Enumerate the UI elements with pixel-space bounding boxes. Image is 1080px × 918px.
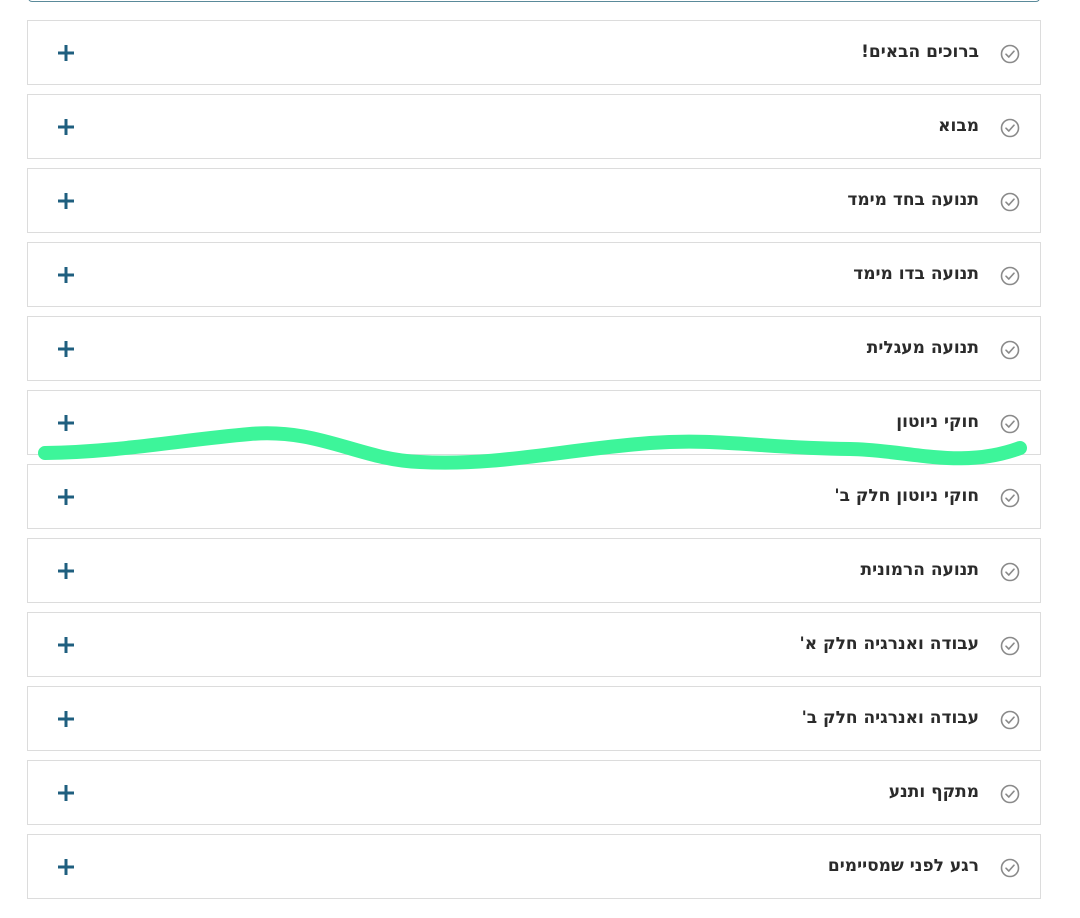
plus-icon[interactable]	[57, 414, 75, 432]
accordion-item-harmonic-motion[interactable]: תנועה הרמונית	[27, 538, 1041, 603]
plus-icon[interactable]	[57, 562, 75, 580]
accordion-item-title: מתקף ותנע	[888, 782, 979, 802]
accordion-item-title: רגע לפני שמסיימים	[827, 856, 979, 876]
accordion-item-impulse-momentum[interactable]: מתקף ותנע	[27, 760, 1041, 825]
accordion-item-newton-laws-part-b[interactable]: חוקי ניוטון חלק ב'	[27, 464, 1041, 529]
accordion-item-title: עבודה ואנרגיה חלק ב'	[801, 708, 979, 728]
accordion-item-2d-motion[interactable]: תנועה בדו מימד	[27, 242, 1041, 307]
accordion-item-title: מבוא	[938, 116, 979, 136]
accordion-item-before-finishing[interactable]: רגע לפני שמסיימים	[27, 834, 1041, 899]
check-circle-icon	[1000, 340, 1020, 360]
accordion-item-work-energy-part-b[interactable]: עבודה ואנרגיה חלק ב'	[27, 686, 1041, 751]
check-circle-icon	[1000, 266, 1020, 286]
accordion-item-intro[interactable]: מבוא	[27, 94, 1041, 159]
check-circle-icon	[1000, 636, 1020, 656]
check-circle-icon	[1000, 118, 1020, 138]
plus-icon[interactable]	[57, 266, 75, 284]
accordion-item-title: תנועה בחד מימד	[847, 190, 979, 210]
accordion-item-work-energy-part-a[interactable]: עבודה ואנרגיה חלק א'	[27, 612, 1041, 677]
accordion-item-title: חוקי ניוטון חלק ב'	[834, 486, 979, 506]
accordion-item-circular-motion[interactable]: תנועה מעגלית	[27, 316, 1041, 381]
plus-icon[interactable]	[57, 192, 75, 210]
check-circle-icon	[1000, 44, 1020, 64]
plus-icon[interactable]	[57, 636, 75, 654]
plus-icon[interactable]	[57, 488, 75, 506]
accordion-item-title: תנועה הרמונית	[860, 560, 979, 580]
check-circle-icon	[1000, 710, 1020, 730]
plus-icon[interactable]	[57, 858, 75, 876]
check-circle-icon	[1000, 414, 1020, 434]
plus-icon[interactable]	[57, 710, 75, 728]
accordion-item-title: חוקי ניוטון	[896, 412, 979, 432]
plus-icon[interactable]	[57, 118, 75, 136]
check-circle-icon	[1000, 488, 1020, 508]
course-units-accordion: ברוכים הבאים! מבוא תנועה בחד מימד תנועה …	[27, 20, 1041, 908]
check-circle-icon	[1000, 784, 1020, 804]
accordion-item-welcome[interactable]: ברוכים הבאים!	[27, 20, 1041, 85]
plus-icon[interactable]	[57, 784, 75, 802]
check-circle-icon	[1000, 858, 1020, 878]
accordion-item-title: עבודה ואנרגיה חלק א'	[799, 634, 979, 654]
check-circle-icon	[1000, 192, 1020, 212]
accordion-item-title: ברוכים הבאים!	[861, 42, 979, 62]
accordion-item-title: תנועה בדו מימד	[853, 264, 979, 284]
plus-icon[interactable]	[57, 44, 75, 62]
previous-section-edge	[28, 0, 1040, 2]
accordion-item-1d-motion[interactable]: תנועה בחד מימד	[27, 168, 1041, 233]
accordion-item-newton-laws[interactable]: חוקי ניוטון	[27, 390, 1041, 455]
check-circle-icon	[1000, 562, 1020, 582]
accordion-item-title: תנועה מעגלית	[866, 338, 979, 358]
plus-icon[interactable]	[57, 340, 75, 358]
